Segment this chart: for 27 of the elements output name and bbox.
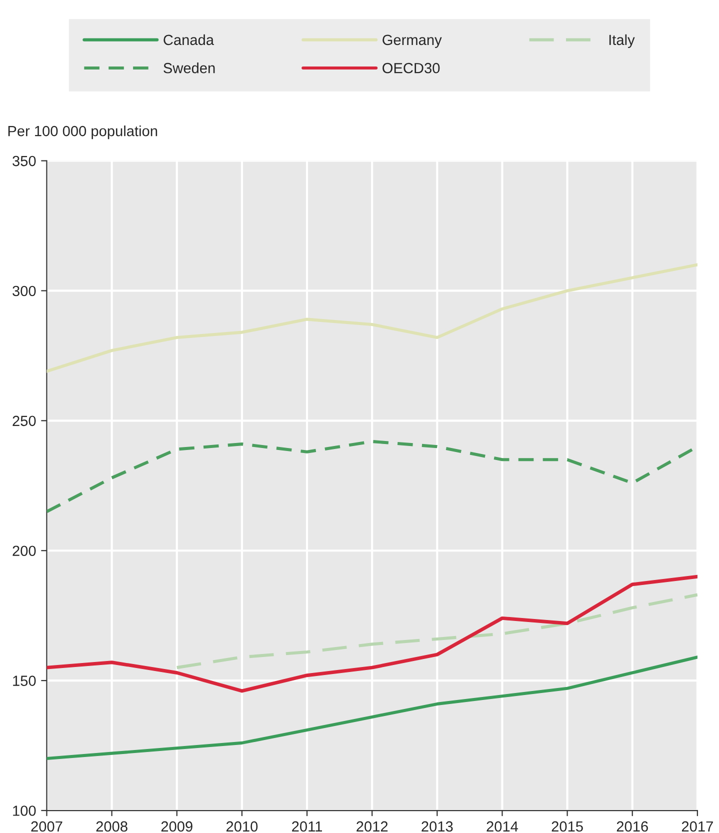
x-tick-label: 2011: [292, 821, 322, 832]
y-tick-label: 300: [12, 286, 36, 296]
line-series: [46, 656, 698, 760]
y-tick-label: 250: [12, 416, 36, 426]
legend-label: Canada: [164, 34, 214, 46]
y-tick-label: 350: [12, 156, 36, 166]
x-tick-label: 2016: [616, 821, 648, 832]
line-series: [46, 263, 698, 373]
x-tick-label: 2009: [161, 821, 192, 832]
x-tick-label: 2012: [356, 821, 388, 832]
x-tick-label: 2014: [486, 821, 518, 832]
legend-label: Sweden: [164, 62, 215, 74]
line-series: [46, 574, 698, 693]
y-tick-label: 150: [13, 676, 36, 686]
legend-label: Italy: [609, 34, 635, 48]
y-axis-title: Per 100 000 population: [8, 126, 158, 140]
x-tick-label: 2008: [96, 821, 128, 832]
x-tick-label: 2015: [552, 821, 583, 832]
x-tick-label: 2013: [422, 821, 453, 832]
x-tick-label: 2007: [31, 821, 62, 832]
line-series: [175, 593, 698, 670]
x-tick-label: 2010: [226, 821, 258, 832]
y-tick-label: 100: [13, 806, 36, 816]
x-tick-label: 2017: [682, 821, 713, 832]
legend-label: OECD30: [382, 62, 440, 74]
y-tick-label: 200: [12, 546, 36, 556]
legend-label: Germany: [382, 34, 442, 48]
